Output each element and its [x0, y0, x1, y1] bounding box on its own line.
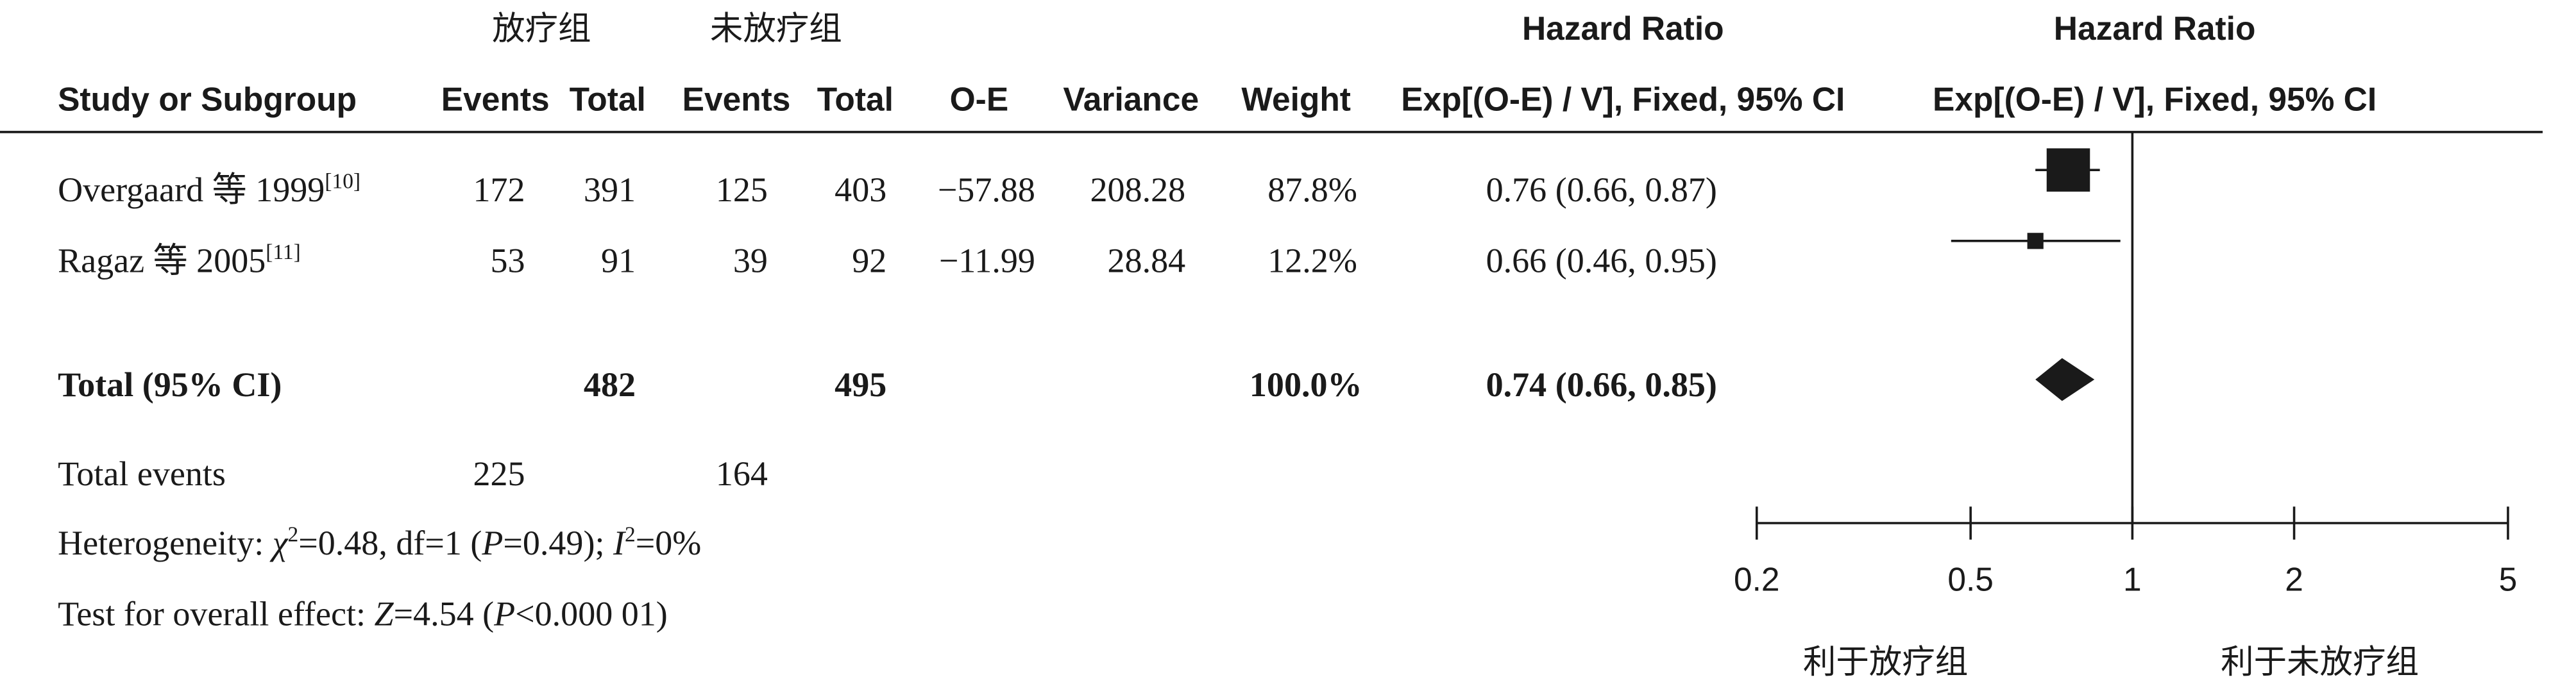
text-part: χ — [269, 524, 289, 562]
cell: 39 — [733, 242, 768, 280]
hr-label: 0.76 (0.66, 0.87) — [1486, 171, 1717, 209]
text-part: =4.54 ( — [394, 595, 495, 633]
group-header: Hazard Ratio — [1522, 10, 1724, 47]
text-part: <0.000 01) — [515, 595, 668, 633]
cell: 53 — [490, 242, 525, 280]
cell: 208.28 — [1090, 171, 1186, 209]
events-label: Total events — [58, 455, 226, 493]
cell: −11.99 — [939, 242, 1035, 280]
summary-diamond — [2035, 358, 2095, 401]
column-header: O-E — [950, 80, 1009, 117]
text-part: =0.48, df=1 ( — [298, 524, 482, 562]
x-tick-label: 0.5 — [1947, 561, 1994, 598]
text-part: 2 — [288, 522, 299, 546]
study-label: Ragaz 等 2005 — [58, 242, 266, 280]
total-cell: 100.0% — [1250, 365, 1362, 404]
column-header: Variance — [1063, 80, 1199, 117]
column-header: Exp[(O-E) / V], Fixed, 95% CI — [1401, 80, 1845, 117]
text-part: =0% — [636, 524, 702, 562]
text-part: P — [493, 595, 515, 633]
cell: 172 — [473, 171, 525, 209]
text-part: P — [481, 524, 503, 562]
cell: 125 — [716, 171, 768, 209]
text-part: Heterogeneity: — [58, 524, 273, 562]
study-name: Overgaard 等 1999[10] — [58, 169, 360, 209]
x-tick-label: 1 — [2123, 561, 2142, 598]
events-cell: 225 — [473, 455, 525, 493]
cell: −57.88 — [938, 171, 1035, 209]
group-header: 放疗组 — [492, 10, 591, 48]
column-header: Total — [570, 80, 646, 117]
text-part: =0.49); — [503, 524, 613, 562]
total-hr-label: 0.74 (0.66, 0.85) — [1486, 365, 1717, 404]
column-header: Total — [817, 80, 894, 117]
x-tick-label: 5 — [2499, 561, 2518, 598]
column-header: Events — [682, 80, 791, 117]
weight-square — [2027, 233, 2044, 249]
total-label: Total (95% CI) — [58, 365, 282, 404]
hr-label: 0.66 (0.46, 0.95) — [1486, 242, 1717, 280]
column-header: Events — [441, 80, 550, 117]
cell: 87.8% — [1267, 171, 1357, 209]
text-part: I — [613, 524, 627, 562]
weight-square — [2046, 148, 2090, 192]
cell: 28.84 — [1108, 242, 1186, 280]
x-tick-label: 0.2 — [1734, 561, 1780, 598]
text-part: 2 — [625, 522, 636, 546]
group-header: Hazard Ratio — [2054, 10, 2256, 47]
total-cell: 495 — [835, 365, 886, 404]
total-cell: 482 — [584, 365, 636, 404]
study-label: Overgaard 等 1999 — [58, 171, 325, 209]
cell: 391 — [584, 171, 636, 209]
study-ref: [10] — [325, 169, 360, 193]
text-part: Test for overall effect: — [58, 595, 374, 633]
cell: 12.2% — [1267, 242, 1357, 280]
cell: 403 — [835, 171, 886, 209]
study-ref: [11] — [266, 240, 301, 264]
group-header: 未放疗组 — [710, 10, 842, 48]
x-tick-label: 2 — [2285, 561, 2303, 598]
study-name: Ragaz 等 2005[11] — [58, 240, 301, 280]
column-header: Weight — [1241, 80, 1351, 117]
favours-right: 利于未放疗组 — [2221, 643, 2419, 681]
cell: 91 — [601, 242, 636, 280]
events-cell: 164 — [716, 455, 768, 493]
favours-left: 利于放疗组 — [1803, 643, 1968, 681]
column-header: Study or Subgroup — [58, 80, 357, 117]
overall-effect: Test for overall effect: Z=4.54 (P<0.000… — [58, 595, 668, 633]
column-header: Exp[(O-E) / V], Fixed, 95% CI — [1933, 80, 2377, 117]
cell: 92 — [852, 242, 886, 280]
text-part: Z — [375, 595, 394, 633]
heterogeneity: Heterogeneity: χ2=0.48, df=1 (P=0.49); I… — [58, 522, 701, 562]
